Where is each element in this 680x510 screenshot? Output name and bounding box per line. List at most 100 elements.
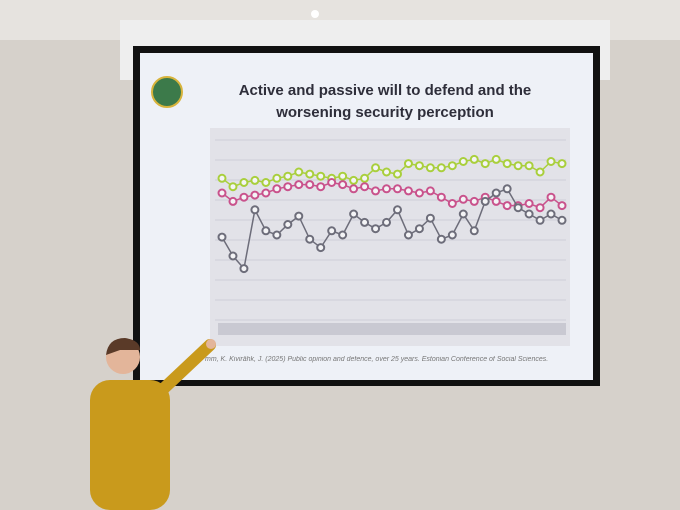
data-point (261, 226, 271, 236)
data-point (392, 205, 402, 215)
data-point (425, 213, 435, 223)
data-point (327, 178, 337, 187)
data-point (382, 217, 392, 227)
data-point (524, 161, 534, 171)
data-point (327, 226, 337, 236)
data-point (228, 182, 238, 192)
data-point (239, 264, 249, 274)
data-point (414, 224, 424, 234)
data-point (524, 209, 534, 219)
data-point (360, 182, 370, 192)
data-point (382, 167, 392, 177)
data-point (447, 199, 457, 208)
citation: mm, K. Kivirähk, J. (2025) Public opinio… (205, 356, 549, 363)
data-point (305, 169, 315, 179)
data-point (239, 192, 249, 202)
data-point (535, 203, 545, 213)
data-point (371, 186, 381, 196)
data-point (502, 184, 512, 194)
data-point (557, 159, 567, 169)
data-point (360, 217, 370, 227)
hand (206, 339, 216, 349)
data-point (502, 159, 512, 169)
data-point (513, 161, 523, 171)
data-point (458, 209, 468, 219)
data-point (228, 251, 238, 261)
data-point (305, 180, 315, 190)
data-point (447, 161, 457, 171)
data-point (316, 243, 326, 253)
data-point (414, 161, 424, 171)
data-point (239, 178, 249, 187)
data-point (261, 178, 271, 187)
data-point (480, 159, 490, 169)
data-point (250, 205, 260, 215)
data-point (524, 199, 534, 208)
data-point (557, 215, 567, 225)
data-point (546, 192, 556, 202)
data-point (283, 182, 293, 192)
data-point (371, 224, 381, 234)
data-point (338, 230, 348, 240)
logo (151, 76, 183, 108)
slide-title: Active and passive will to defend and th… (238, 82, 532, 121)
data-point (283, 171, 293, 181)
data-point (349, 184, 359, 194)
data-point (272, 173, 282, 183)
data-point (414, 188, 424, 198)
data-point (480, 196, 490, 206)
data-point (403, 230, 413, 240)
data-point (316, 171, 326, 181)
data-point (338, 171, 348, 181)
data-point (513, 203, 523, 213)
data-point (250, 175, 260, 185)
data-point (382, 184, 392, 194)
data-point (217, 188, 227, 198)
hatched-axis (218, 323, 566, 335)
data-point (535, 215, 545, 225)
data-point (447, 230, 457, 240)
data-point (458, 157, 468, 166)
data-point (436, 163, 446, 173)
data-point (436, 234, 446, 244)
data-point (217, 232, 227, 242)
data-point (217, 173, 227, 183)
grid (215, 139, 566, 321)
data-point (436, 192, 446, 202)
data-point (250, 190, 260, 200)
hair (106, 338, 140, 355)
data-point (360, 173, 370, 183)
data-point (535, 167, 545, 177)
data-point (403, 186, 413, 196)
data-point (283, 220, 293, 229)
data-point (469, 196, 479, 206)
data-point (349, 209, 359, 219)
data-point (403, 159, 413, 169)
data-point (546, 157, 556, 166)
data-point (392, 169, 402, 179)
data-point (272, 184, 282, 194)
data-point (261, 188, 271, 198)
data-point (338, 180, 348, 190)
data-point (316, 182, 326, 192)
data-point (546, 209, 556, 219)
arm (154, 339, 216, 398)
data-point (294, 167, 304, 177)
data-point (557, 201, 567, 211)
data-point (491, 196, 501, 206)
plot-area (210, 128, 570, 346)
data-point (371, 163, 381, 173)
data-point (491, 154, 501, 164)
presenter (90, 338, 216, 510)
data-point (228, 196, 238, 206)
data-point (425, 163, 435, 173)
data-point (272, 230, 282, 240)
data-point (425, 186, 435, 196)
data-point (294, 180, 304, 190)
data-point (491, 188, 501, 198)
dress (90, 380, 170, 510)
data-point (469, 226, 479, 236)
ceiling-light (311, 10, 319, 18)
data-point (458, 194, 468, 204)
